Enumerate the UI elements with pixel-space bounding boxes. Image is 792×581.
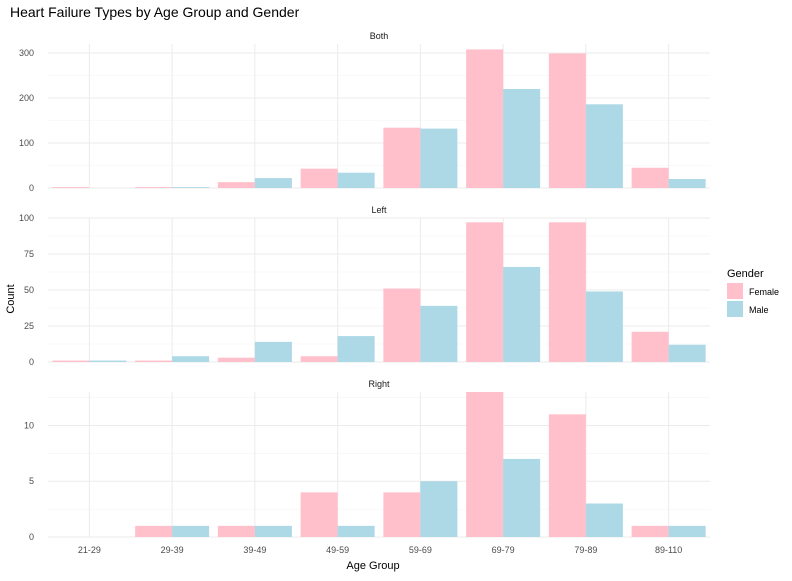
- bar-male: [254, 525, 292, 537]
- y-axis-label: Count: [5, 284, 17, 313]
- bar-female: [548, 414, 586, 537]
- bar-female: [300, 492, 338, 537]
- bar-male: [172, 187, 210, 188]
- bar-female: [383, 127, 421, 188]
- bar-male: [585, 291, 623, 362]
- facet-panel-both: Both 0 100 200 300: [19, 31, 710, 193]
- bar-male: [337, 172, 375, 188]
- bar-male: [172, 356, 210, 362]
- bar-female: [631, 331, 669, 362]
- y-tick-label: 10: [24, 420, 34, 430]
- bar-female: [135, 360, 173, 362]
- bar-male: [668, 525, 706, 537]
- y-tick-label: 50: [24, 285, 34, 295]
- x-tick-label: 79-89: [574, 545, 597, 555]
- bar-male: [172, 525, 210, 537]
- x-tick-label: 69-79: [492, 545, 515, 555]
- y-tick-label: 25: [24, 321, 34, 331]
- bar-male: [420, 128, 458, 188]
- facet-strip-label: Left: [371, 205, 387, 215]
- bar-female: [300, 356, 338, 362]
- facet-strip-label: Both: [370, 31, 389, 41]
- bar-female: [135, 525, 173, 537]
- bar-male: [337, 336, 375, 362]
- bar-female: [466, 49, 504, 189]
- bar-female: [466, 392, 504, 537]
- bar-female: [383, 492, 421, 537]
- y-tick-label: 300: [19, 48, 34, 58]
- bar-male: [503, 458, 541, 537]
- legend: Gender Female Male: [727, 268, 779, 317]
- y-tick-label: 100: [19, 138, 34, 148]
- bar-male: [420, 305, 458, 362]
- y-tick-label: 0: [29, 183, 34, 193]
- bar-female: [217, 525, 255, 537]
- bar-male: [503, 89, 541, 188]
- bar-male: [337, 525, 375, 537]
- x-axis-label: Age Group: [346, 560, 399, 572]
- bar-male: [668, 344, 706, 362]
- y-tick-label: 0: [29, 532, 34, 542]
- bar-female: [217, 182, 255, 188]
- y-tick-label: 0: [29, 357, 34, 367]
- facet-panel-right: Right 0 5 10: [24, 379, 710, 542]
- bar-female: [466, 222, 504, 362]
- x-tick-label: 39-49: [243, 545, 266, 555]
- bar-male: [254, 178, 292, 188]
- x-tick-label: 89-110: [655, 545, 682, 555]
- bar-female: [631, 167, 669, 188]
- y-tick-label: 75: [24, 249, 34, 259]
- bar-male: [89, 360, 127, 362]
- legend-label-female: Female: [749, 287, 779, 297]
- facets: Both 0 100 200 300 Left 0 25 50 75 100 Right 0 5 10 21-…: [19, 31, 710, 555]
- chart-title: Heart Failure Types by Age Group and Gen…: [10, 4, 300, 20]
- bar-female: [135, 187, 173, 188]
- legend-swatch-female: [727, 283, 743, 299]
- facet-strip-label: Right: [368, 379, 390, 389]
- x-tick-label: 59-69: [409, 545, 432, 555]
- bar-female: [300, 168, 338, 188]
- x-tick-label: 21-29: [78, 545, 101, 555]
- bar-male: [585, 503, 623, 537]
- bar-female: [548, 53, 586, 189]
- bar-female: [52, 187, 90, 188]
- x-tick-label: 49-59: [326, 545, 349, 555]
- bar-male: [585, 104, 623, 188]
- legend-title: Gender: [727, 268, 764, 280]
- bar-male: [420, 481, 458, 537]
- facet-panel-left: Left 0 25 50 75 100: [19, 205, 710, 367]
- legend-label-male: Male: [749, 305, 769, 315]
- bar-male: [668, 179, 706, 188]
- y-tick-label: 100: [19, 213, 34, 223]
- bar-female: [217, 357, 255, 362]
- bar-female: [52, 360, 90, 362]
- y-tick-label: 200: [19, 93, 34, 103]
- bar-female: [631, 525, 669, 537]
- bar-female: [548, 222, 586, 362]
- x-tick-label: 29-39: [161, 545, 184, 555]
- bar-female: [383, 288, 421, 362]
- y-tick-label: 5: [29, 476, 34, 486]
- legend-swatch-male: [727, 301, 743, 317]
- bar-male: [254, 341, 292, 362]
- bar-male: [503, 266, 541, 362]
